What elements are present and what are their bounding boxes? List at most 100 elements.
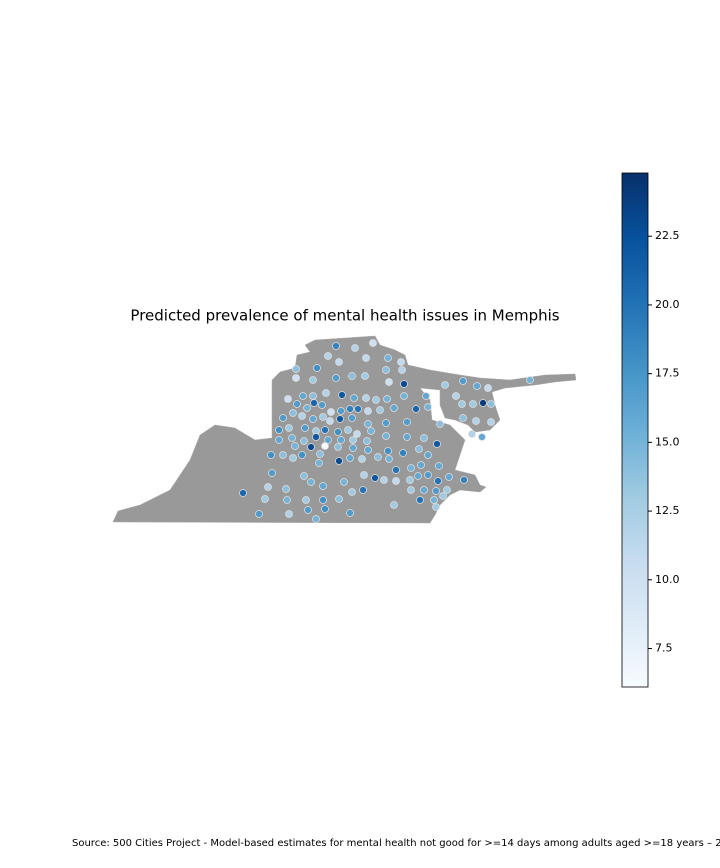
point [282,485,290,493]
point [364,407,372,415]
point [300,437,308,445]
point [346,509,354,517]
colorbar-tick-label: 7.5 [655,642,673,655]
point [300,472,308,480]
point [334,443,342,451]
point [288,434,296,442]
source-note: Source: 500 Cities Project - Model-based… [72,838,720,849]
point [400,392,408,400]
point [279,451,287,459]
point [319,413,327,421]
point [390,501,398,509]
point [289,454,297,462]
point [358,455,366,463]
point [385,455,393,463]
point [469,400,477,408]
point [354,405,362,413]
chart-title: Predicted prevalence of mental health is… [130,307,559,325]
point [383,395,391,403]
point [390,404,398,412]
point [487,418,495,426]
point [289,409,297,417]
point [364,420,372,428]
point [268,469,276,477]
point [400,380,408,388]
point [424,403,432,411]
point [414,472,422,480]
point [292,365,300,373]
point [452,392,460,400]
point [399,449,407,457]
point [361,372,369,380]
point [309,415,317,423]
point [367,427,375,435]
point [435,462,443,470]
point [346,405,354,413]
point [318,401,326,409]
point [309,376,317,384]
point [458,400,466,408]
point [380,476,388,484]
point [279,414,287,422]
point [526,376,534,384]
point [292,374,300,382]
point [334,428,342,436]
point [353,430,361,438]
colorbar-tick-label: 22.5 [655,229,680,242]
point [307,478,315,486]
point [348,488,356,496]
point [468,430,476,438]
colorbar-tick-label: 10.0 [655,573,680,586]
point [420,486,428,494]
point [302,496,310,504]
point [284,395,292,403]
point [473,382,481,390]
point [310,399,318,407]
point [412,405,420,413]
point [349,436,357,444]
point [309,392,317,400]
point [432,503,440,511]
point [398,366,406,374]
point [434,477,442,485]
point [436,420,444,428]
point [239,489,247,497]
point [407,486,415,494]
point [374,453,382,461]
point [324,436,332,444]
point [267,451,275,459]
point [479,399,487,407]
point [304,506,312,514]
point [332,374,340,382]
point [324,352,332,360]
point [439,492,447,500]
point [351,344,359,352]
point [376,406,384,414]
point [336,415,344,423]
point [397,358,405,366]
point [443,486,451,494]
point [349,444,357,452]
point [382,366,390,374]
point [335,457,343,465]
point [275,426,283,434]
point [283,496,291,504]
point [459,377,467,385]
point [335,495,343,503]
point [348,414,356,422]
point [407,464,415,472]
point [298,451,306,459]
point [416,496,424,504]
point [255,510,263,518]
point [364,446,372,454]
point [350,394,358,402]
point [424,471,432,479]
point [362,394,370,402]
point [424,451,432,459]
point [371,474,379,482]
point [291,442,299,450]
point [338,391,346,399]
point [382,432,390,440]
